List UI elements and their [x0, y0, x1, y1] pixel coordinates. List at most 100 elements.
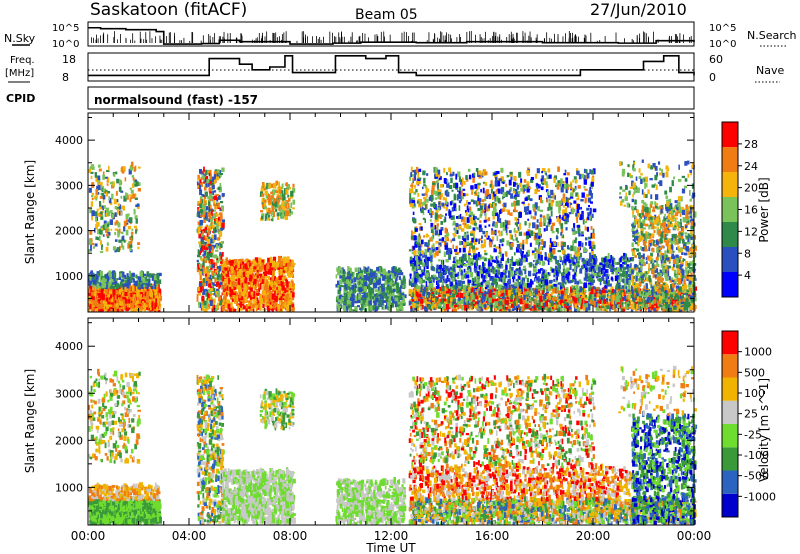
- scatter-cell: [205, 244, 209, 251]
- scatter-cell: [137, 187, 141, 192]
- scatter-cell: [121, 166, 125, 172]
- noise-right-tick-top: 10^5: [709, 23, 736, 34]
- scatter-cell: [249, 278, 253, 285]
- scatter-cell: [261, 185, 263, 188]
- scatter-cell: [227, 291, 230, 296]
- scatter-cell: [339, 286, 342, 291]
- scatter-cell: [249, 295, 252, 301]
- scatter-cell: [91, 303, 93, 310]
- scatter-cell: [372, 279, 376, 283]
- power-scatter-layer: [88, 159, 698, 312]
- scatter-cell: [125, 213, 129, 220]
- scatter-cell: [229, 292, 232, 297]
- scatter-cell: [264, 199, 267, 203]
- scatter-cell: [95, 295, 98, 300]
- scatter-cell: [146, 299, 150, 304]
- scatter-cell: [89, 271, 93, 278]
- scatter-cell: [247, 282, 250, 285]
- scatter-cell: [140, 291, 143, 295]
- scatter-cell: [99, 288, 102, 291]
- scatter-cell: [233, 270, 236, 274]
- scatter-cell: [212, 190, 215, 195]
- scatter-cell: [208, 181, 212, 184]
- scatter-cell: [225, 273, 228, 277]
- scatter-cell: [121, 281, 126, 284]
- scatter-cell: [276, 206, 279, 209]
- scatter-cell: [236, 296, 239, 301]
- scatter-cell: [98, 201, 102, 207]
- scatter-cell: [101, 185, 104, 189]
- scatter-cell: [122, 245, 125, 250]
- scatter-cell: [366, 273, 370, 276]
- scatter-cell: [216, 257, 219, 261]
- scatter-cell: [266, 295, 270, 300]
- scatter-cell: [266, 300, 270, 304]
- scatter-cell: [197, 201, 201, 205]
- scatter-cell: [217, 267, 220, 271]
- scatter-cell: [217, 244, 219, 248]
- scatter-cell: [276, 286, 278, 290]
- scatter-cell: [205, 288, 208, 292]
- scatter-cell: [283, 208, 286, 212]
- scatter-cell: [219, 182, 222, 187]
- scatter-cell: [241, 261, 245, 267]
- scatter-cell: [147, 299, 152, 302]
- scatter-cell: [93, 275, 96, 280]
- scatter-cell: [245, 277, 247, 281]
- scatter-cell: [112, 246, 116, 251]
- scatter-cell: [344, 271, 346, 275]
- scatter-cell: [141, 298, 144, 302]
- scatter-cell: [151, 307, 154, 312]
- scatter-cell: [98, 282, 102, 287]
- scatter-cell: [345, 279, 350, 285]
- scatter-cell: [249, 269, 253, 276]
- scatter-cell: [199, 198, 202, 204]
- scatter-cell: [221, 252, 224, 257]
- scatter-cell: [207, 171, 210, 174]
- scatter-cell: [209, 264, 212, 268]
- scatter-cell: [123, 239, 126, 243]
- scatter-cell: [206, 306, 210, 310]
- cpid-label: CPID: [6, 92, 35, 105]
- scatter-cell: [200, 258, 204, 262]
- scatter-cell: [256, 274, 259, 279]
- scatter-cell: [128, 241, 131, 245]
- scatter-cell: [288, 303, 291, 310]
- scatter-cell: [154, 304, 158, 308]
- scatter-cell: [137, 286, 141, 290]
- scatter-cell: [205, 212, 209, 217]
- scatter-cell: [99, 250, 104, 253]
- scatter-cell: [125, 277, 129, 280]
- scatter-cell: [198, 168, 203, 174]
- scatter-cell: [107, 301, 111, 305]
- scatter-cell: [204, 200, 206, 206]
- scatter-cell: [219, 172, 224, 175]
- scatter-cell: [208, 172, 211, 177]
- scatter-cell: [253, 298, 257, 304]
- scatter-cell: [95, 189, 99, 195]
- scatter-cell: [214, 226, 217, 233]
- scatter-cell: [125, 218, 128, 225]
- scatter-cell: [271, 276, 274, 282]
- scatter-cell: [155, 280, 160, 284]
- scatter-cell: [96, 192, 100, 195]
- scatter-cell: [120, 279, 125, 282]
- scatter-cell: [204, 179, 207, 183]
- scatter-cell: [146, 290, 150, 298]
- scatter-cell: [208, 243, 211, 247]
- scatter-cell: [394, 297, 399, 302]
- scatter-cell: [205, 183, 208, 188]
- scatter-cell: [95, 308, 98, 312]
- scatter-cell: [277, 255, 282, 263]
- scatter-cell: [121, 170, 125, 174]
- scatter-cell: [90, 245, 92, 251]
- scatter-cell: [213, 293, 216, 296]
- scatter-cell: [281, 285, 285, 291]
- scatter-cell: [215, 202, 218, 209]
- scatter-cell: [133, 179, 136, 184]
- scatter-cell: [227, 299, 231, 306]
- scatter-cell: [336, 295, 339, 300]
- scatter-cell: [270, 184, 274, 187]
- scatter-cell: [102, 194, 106, 200]
- scatter-cell: [129, 247, 132, 252]
